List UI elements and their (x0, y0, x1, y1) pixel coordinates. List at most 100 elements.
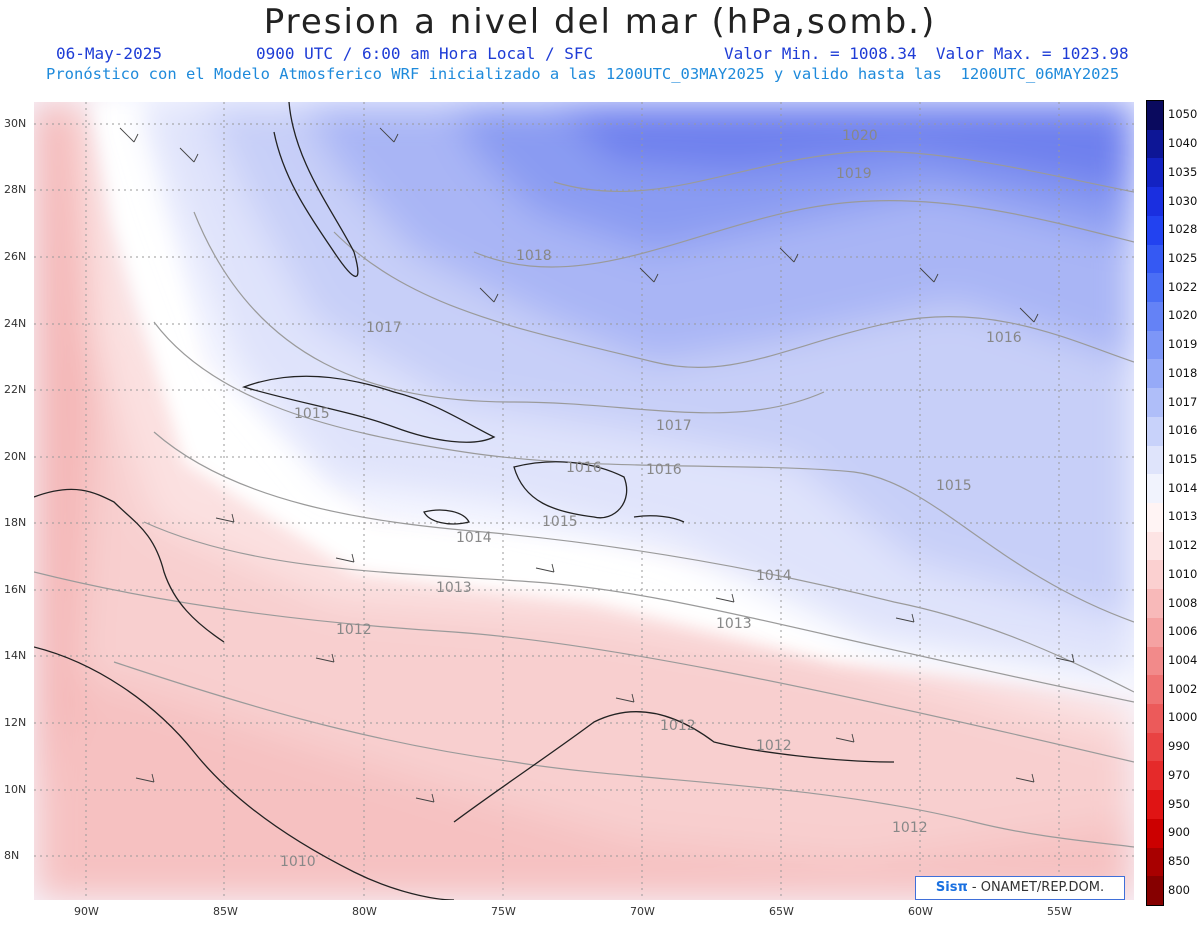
colorbar-cell (1147, 876, 1163, 906)
wind-barbs (119, 127, 1075, 803)
colorbar-label: 1030 (1168, 193, 1198, 208)
contour-label: 1012 (756, 738, 792, 754)
contour-label: 1012 (892, 820, 928, 836)
colorbar-cell (1147, 101, 1163, 131)
isobars (34, 150, 1134, 848)
colorbar-cell (1147, 474, 1163, 504)
lon-label: 70W (630, 905, 655, 918)
colorbar-label: 1017 (1168, 394, 1198, 409)
colorbar-cell (1147, 704, 1163, 734)
contour-label: 1014 (456, 530, 492, 546)
colorbar-cell (1147, 359, 1163, 389)
colorbar-label: 1040 (1168, 136, 1198, 151)
colorbar-label: 1022 (1168, 279, 1198, 294)
colorbar-cell (1147, 445, 1163, 475)
colorbar-cell (1147, 675, 1163, 705)
contour-label: 1016 (566, 460, 602, 476)
colorbar-label: 1006 (1168, 624, 1198, 639)
colorbar-label: 1016 (1168, 423, 1198, 438)
colorbar-cell (1147, 847, 1163, 877)
colorbar-label: 1020 (1168, 308, 1198, 323)
colorbar-cell (1147, 560, 1163, 590)
contour-label-group: 1020 1019 1018 1017 1016 1017 1015 1016 … (280, 128, 1022, 870)
lon-label: 80W (352, 905, 377, 918)
colorbar-cell (1147, 215, 1163, 246)
colorbar-label: 900 (1168, 825, 1190, 840)
colorbar-label: 1012 (1168, 538, 1198, 553)
colorbar-cell (1147, 187, 1163, 217)
colorbar-label: 1002 (1168, 681, 1198, 696)
colorbar-cell (1147, 244, 1163, 274)
contour-label: 1014 (756, 568, 792, 584)
colorbar-cell (1147, 589, 1163, 619)
lat-label: 24N (4, 317, 27, 330)
forecast-time: 0900 UTC / 6:00 am Hora Local / SFC (256, 44, 594, 63)
colorbar-label: 990 (1168, 739, 1190, 754)
colorbar-label: 1018 (1168, 365, 1198, 380)
low-pressure-shading (34, 102, 1134, 900)
contour-label: 1020 (842, 128, 878, 144)
contour-label: 1018 (516, 248, 552, 264)
min-max-values: Valor Min. = 1008.34 Valor Max. = 1023.9… (724, 44, 1129, 63)
contour-label: 1015 (294, 406, 330, 422)
colorbar-label: 970 (1168, 767, 1190, 782)
contour-label: 1015 (542, 514, 578, 530)
sistpi-logo: Sisπ (935, 880, 968, 895)
colorbar-label: 950 (1168, 796, 1190, 811)
colorbar-label: 1013 (1168, 509, 1198, 524)
credit-text: - ONAMET/REP.DOM. (967, 880, 1105, 895)
lat-label: 10N (4, 783, 27, 796)
colorbar-cell (1147, 790, 1163, 820)
colorbar-label: 850 (1168, 853, 1190, 868)
colorbar-label: 1028 (1168, 222, 1198, 237)
colorbar-label: 800 (1168, 882, 1190, 897)
contour-label: 1016 (986, 330, 1022, 346)
colorbar-label: 1008 (1168, 595, 1198, 610)
contour-label: 1017 (656, 418, 692, 434)
lat-label: 12N (4, 716, 27, 729)
colorbar-cell (1147, 503, 1163, 533)
lat-label: 26N (4, 250, 27, 263)
neutral-band (94, 102, 1134, 692)
colorbar-cell (1147, 732, 1163, 762)
lon-label: 85W (213, 905, 238, 918)
credit-badge: Sisπ - ONAMET/REP.DOM. (915, 876, 1125, 900)
lat-label: 8N (4, 849, 20, 862)
contour-label: 1012 (336, 622, 372, 638)
colorbar (1146, 100, 1164, 906)
colorbar-label: 1010 (1168, 566, 1198, 581)
lon-label: 65W (769, 905, 794, 918)
lat-label: 18N (4, 516, 27, 529)
coastlines (34, 102, 895, 900)
lat-label: 16N (4, 583, 27, 596)
lon-label: 90W (74, 905, 99, 918)
pressure-map: 1020 1019 1018 1017 1016 1017 1015 1016 … (34, 102, 1134, 900)
high-pressure-shading (144, 102, 1134, 682)
graticule (34, 102, 1134, 900)
lat-label: 22N (4, 383, 27, 396)
lon-label: 55W (1047, 905, 1072, 918)
colorbar-label: 1015 (1168, 451, 1198, 466)
lat-label: 28N (4, 183, 27, 196)
colorbar-label: 1000 (1168, 710, 1198, 725)
contour-label: 1013 (716, 616, 752, 632)
lon-label: 60W (908, 905, 933, 918)
colorbar-label: 1025 (1168, 250, 1198, 265)
colorbar-cell (1147, 818, 1163, 849)
colorbar-cell (1147, 416, 1163, 447)
colorbar-label: 1019 (1168, 337, 1198, 352)
colorbar-cell (1147, 617, 1163, 648)
pressure-map-svg: 1020 1019 1018 1017 1016 1017 1015 1016 … (34, 102, 1134, 900)
colorbar-cell (1147, 646, 1163, 676)
colorbar-cell (1147, 129, 1163, 159)
colorbar-cell (1147, 531, 1163, 561)
colorbar-label: 1014 (1168, 480, 1198, 495)
contour-label: 1015 (936, 478, 972, 494)
contour-label: 1016 (646, 462, 682, 478)
contour-label: 1010 (280, 854, 316, 870)
colorbar-label: 1035 (1168, 164, 1198, 179)
colorbar-cell (1147, 388, 1163, 418)
colorbar-cell (1147, 302, 1163, 332)
lat-label: 20N (4, 450, 27, 463)
colorbar-cell (1147, 761, 1163, 791)
